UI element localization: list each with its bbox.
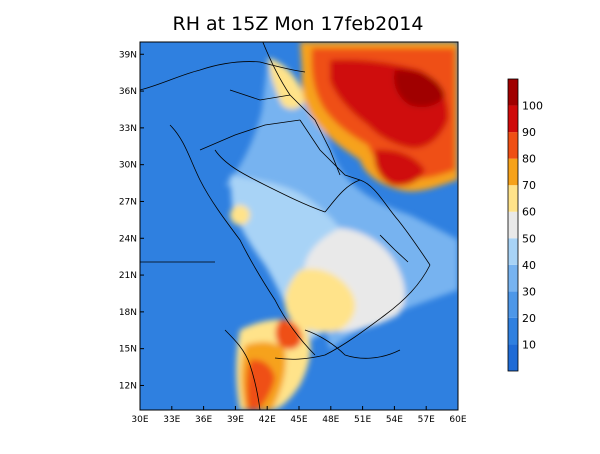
colorbar-swatch [508, 105, 518, 133]
colorbar-swatch [508, 185, 518, 212]
lon-tick-label: 36E [195, 415, 212, 425]
colorbar-swatch [508, 158, 518, 186]
lat-tick-label: 21N [119, 271, 137, 281]
lon-tick-label: 30E [131, 415, 148, 425]
colorbar-label: 30 [522, 285, 536, 298]
lat-axis: 12N 15N 18N 21N 24N 27N 30N 33N 36N 39N [119, 50, 144, 391]
colorbar-swatch [508, 264, 518, 292]
lat-tick-label: 27N [119, 197, 137, 207]
lat-tick-label: 36N [119, 87, 137, 97]
map-title: RH at 15Z Mon 17feb2014 [173, 13, 424, 35]
lon-tick-label: 51E [354, 415, 371, 425]
colorbar-label: 10 [522, 338, 536, 351]
colorbar-label: 40 [522, 259, 536, 272]
colorbar-swatch [508, 211, 518, 239]
lon-tick-label: 45E [290, 415, 307, 425]
lat-tick-label: 15N [119, 345, 137, 355]
rh-patch-70 [230, 205, 250, 225]
colorbar-label: 90 [522, 126, 536, 139]
colorbar-frame [507, 78, 519, 372]
lon-tick-label: 57E [418, 415, 435, 425]
colorbar-swatch [508, 238, 518, 265]
lon-tick-label: 33E [163, 415, 180, 425]
lat-tick-label: 39N [119, 50, 137, 60]
colorbar-swatch [508, 317, 518, 345]
lat-tick-label: 33N [119, 124, 137, 134]
colorbar-label: 20 [522, 312, 536, 325]
rh-contours [225, 42, 458, 410]
rh-field [140, 42, 458, 410]
colorbar: 10 20 30 40 50 60 70 80 90 100 [507, 78, 543, 372]
rh-band-70-north [268, 58, 305, 110]
colorbar-label: 80 [522, 153, 536, 166]
lon-tick-label: 42E [259, 415, 276, 425]
lat-tick-label: 30N [119, 161, 137, 171]
lon-tick-label: 54E [386, 415, 403, 425]
colorbar-label: 50 [522, 232, 536, 245]
colorbar-swatch [508, 79, 518, 106]
rh-band-70 [284, 268, 356, 332]
rh-band-110-ne [394, 69, 445, 107]
lon-axis: 30E 33E 36E 39E 42E 45E 48E 51E 54E 57E 60E [131, 406, 467, 425]
coastlines-borders [140, 42, 431, 410]
lat-tick-label: 18N [119, 308, 137, 318]
lat-tick-label: 12N [119, 381, 137, 391]
rh-band-90-sw2 [275, 319, 302, 350]
colorbar-label: 60 [522, 206, 536, 219]
lon-tick-label: 39E [227, 415, 244, 425]
colorbar-swatch [508, 132, 518, 159]
colorbar-swatch [508, 344, 518, 371]
lon-tick-label: 48E [322, 415, 339, 425]
colorbar-swatch [508, 291, 518, 318]
rh-band-100-ne2 [374, 149, 425, 186]
lat-tick-label: 24N [119, 234, 137, 244]
colorbar-label: 100 [522, 100, 543, 113]
colorbar-label: 70 [522, 179, 536, 192]
lon-tick-label: 60E [449, 415, 466, 425]
rh-band-90-sw [246, 359, 275, 410]
